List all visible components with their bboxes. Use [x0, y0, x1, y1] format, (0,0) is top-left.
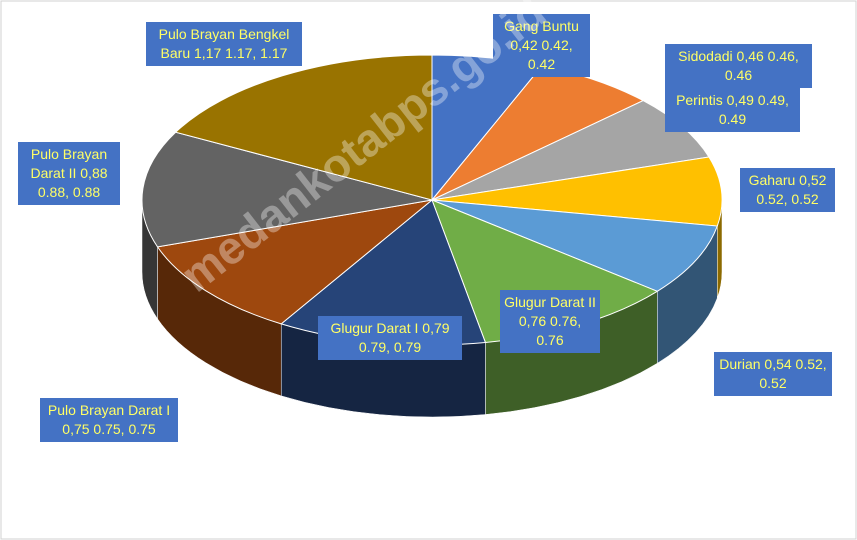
data-label: Gaharu 0,52 0.52, 0.52	[740, 168, 835, 212]
data-label: Sidodadi 0,46 0.46, 0.46	[665, 44, 812, 88]
slice	[141, 131, 433, 248]
data-label: Glugur Darat I 0,79 0.79, 0.79	[318, 316, 462, 360]
label-category: Pulo Brayan Darat II	[30, 146, 108, 181]
label-category: Glugur Darat I	[330, 320, 419, 336]
label-value: 0,76 0.76, 0.76	[518, 313, 582, 348]
data-label: Pulo Brayan Darat II 0,88 0.88, 0.88	[18, 142, 120, 205]
data-label: Perintis 0,49 0.49, 0.49	[665, 88, 800, 132]
data-label: Pulo Brayan Darat I 0,75 0.75, 0.75	[40, 398, 178, 442]
slice	[431, 156, 723, 227]
slice	[174, 54, 433, 201]
label-category: Durian	[719, 356, 761, 372]
label-value: 0,54 0.52, 0.52	[759, 356, 827, 391]
label-value: 1,17 1.17, 1.17	[194, 45, 288, 61]
label-category: Sidodadi	[678, 48, 733, 64]
label-value: 0,49 0.49, 0.49	[718, 92, 789, 127]
label-value: 0,52 0.52, 0.52	[756, 172, 827, 207]
data-label: Pulo Brayan Bengkel Baru 1,17 1.17, 1.17	[146, 22, 302, 66]
label-category: Perintis	[676, 92, 723, 108]
label-value: 0,88 0.88, 0.88	[37, 165, 108, 200]
label-category: Pulo Brayan Darat I	[47, 402, 171, 418]
label-category: Pulo Brayan Bengkel Baru	[158, 26, 290, 61]
data-label: Durian 0,54 0.52, 0.52	[714, 352, 832, 396]
label-value: 0,42 0.42, 0.42	[510, 37, 573, 72]
label-category: Glugur Darat II	[504, 294, 596, 310]
data-label: Gang Buntu 0,42 0.42, 0.42	[493, 14, 590, 77]
slice	[156, 199, 434, 325]
label-value: 0,75 0.75, 0.75	[62, 421, 156, 437]
label-value: 0,46 0.46, 0.46	[724, 48, 799, 83]
label-value: 0,79 0.79, 0.79	[358, 320, 450, 355]
label-category: Gaharu	[748, 172, 796, 188]
label-category: Gang Buntu	[504, 18, 579, 34]
data-label: Glugur Darat II 0,76 0.76, 0.76	[500, 290, 600, 353]
slice	[431, 199, 718, 292]
